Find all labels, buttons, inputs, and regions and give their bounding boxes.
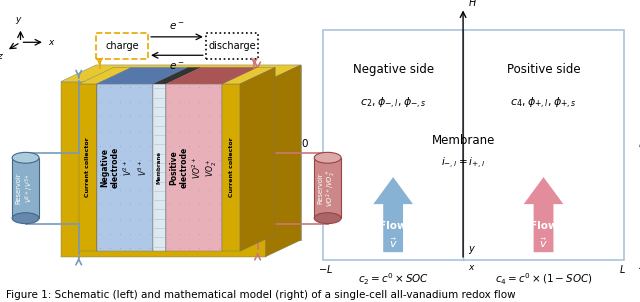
Text: $x$: $x$: [48, 38, 56, 47]
Text: $c_4, \phi_{+,l}, \phi_{+,s}$: $c_4, \phi_{+,l}, \phi_{+,s}$: [510, 96, 577, 111]
Text: $c_2 = c^0 \times SOC$: $c_2 = c^0 \times SOC$: [358, 271, 429, 287]
Text: charge: charge: [105, 41, 139, 51]
Text: Positive side: Positive side: [507, 63, 580, 76]
Text: Flow: Flow: [380, 221, 407, 231]
Polygon shape: [97, 84, 153, 251]
Text: $H$: $H$: [468, 0, 477, 8]
Text: Reservoir
$VO^{2+}/VO_2^+$: Reservoir $VO^{2+}/VO_2^+$: [317, 169, 338, 207]
Text: $x$: $x$: [638, 261, 640, 271]
Text: discharge: discharge: [208, 41, 256, 51]
Polygon shape: [266, 65, 301, 257]
Text: $\vec{v}$: $\vec{v}$: [539, 237, 548, 250]
Polygon shape: [97, 67, 188, 84]
Polygon shape: [153, 67, 188, 251]
Text: Positive
electrode
$VO^{2+}$
$VO_2^+$: Positive electrode $VO^{2+}$ $VO_2^+$: [169, 147, 219, 188]
Polygon shape: [240, 67, 275, 251]
Text: $y$: $y$: [15, 15, 22, 26]
Text: Reservoir
$V^{2+}/V^{3+}$: Reservoir $V^{2+}/V^{3+}$: [15, 172, 36, 204]
Polygon shape: [153, 67, 201, 84]
Ellipse shape: [12, 213, 39, 223]
Text: $z$: $z$: [0, 52, 4, 61]
Text: $e^-$: $e^-$: [169, 61, 185, 72]
Polygon shape: [153, 84, 166, 251]
FancyBboxPatch shape: [314, 158, 341, 218]
Text: $x$: $x$: [468, 263, 475, 272]
Ellipse shape: [12, 152, 39, 163]
Ellipse shape: [314, 213, 341, 223]
Text: $i = \pm i_{\mathrm{avg}}$: $i = \pm i_{\mathrm{avg}}$: [638, 138, 640, 152]
Polygon shape: [97, 67, 132, 251]
Text: $L$: $L$: [619, 263, 625, 275]
Text: $\vec{v}$: $\vec{v}$: [388, 237, 397, 250]
Text: $e^-$: $e^-$: [169, 21, 185, 32]
Text: $\phi_{-,s} = 0$: $\phi_{-,s} = 0$: [268, 137, 309, 153]
Polygon shape: [222, 84, 240, 251]
Polygon shape: [79, 67, 132, 84]
FancyBboxPatch shape: [12, 158, 39, 218]
Polygon shape: [524, 177, 563, 252]
Polygon shape: [153, 67, 201, 84]
Text: Negative
electrode
$V^{2+}$
$V^{3+}$: Negative electrode $V^{2+}$ $V^{3+}$: [100, 147, 149, 188]
Text: $i_{-,l} = i_{+,l}$: $i_{-,l} = i_{+,l}$: [441, 156, 485, 171]
Text: $c_2, \phi_{-,l}, \phi_{-,s}$: $c_2, \phi_{-,l}, \phi_{-,s}$: [360, 96, 426, 111]
Polygon shape: [222, 67, 257, 251]
Text: Figure 1: Schematic (left) and mathematical model (right) of a single-cell all-v: Figure 1: Schematic (left) and mathemati…: [6, 291, 516, 300]
Polygon shape: [222, 67, 275, 84]
Text: Flow: Flow: [530, 221, 557, 231]
Polygon shape: [166, 67, 201, 251]
Polygon shape: [79, 84, 97, 251]
Polygon shape: [373, 177, 413, 252]
Text: $c_4 = c^0 \times (1 - SOC)$: $c_4 = c^0 \times (1 - SOC)$: [495, 272, 593, 287]
Text: Current collector: Current collector: [85, 138, 90, 198]
Bar: [323, 30, 624, 260]
Text: Negative side: Negative side: [353, 63, 434, 76]
Text: $y$: $y$: [468, 244, 476, 256]
Text: $-L$: $-L$: [317, 263, 333, 275]
Polygon shape: [96, 65, 301, 240]
Polygon shape: [97, 67, 188, 84]
Polygon shape: [166, 67, 257, 84]
Ellipse shape: [314, 152, 341, 163]
Text: Current collector: Current collector: [228, 138, 234, 198]
Polygon shape: [61, 82, 266, 257]
Polygon shape: [166, 84, 222, 251]
Text: Membrane: Membrane: [157, 151, 162, 184]
Polygon shape: [166, 67, 257, 84]
Text: Membrane: Membrane: [431, 134, 495, 147]
Polygon shape: [61, 65, 301, 82]
